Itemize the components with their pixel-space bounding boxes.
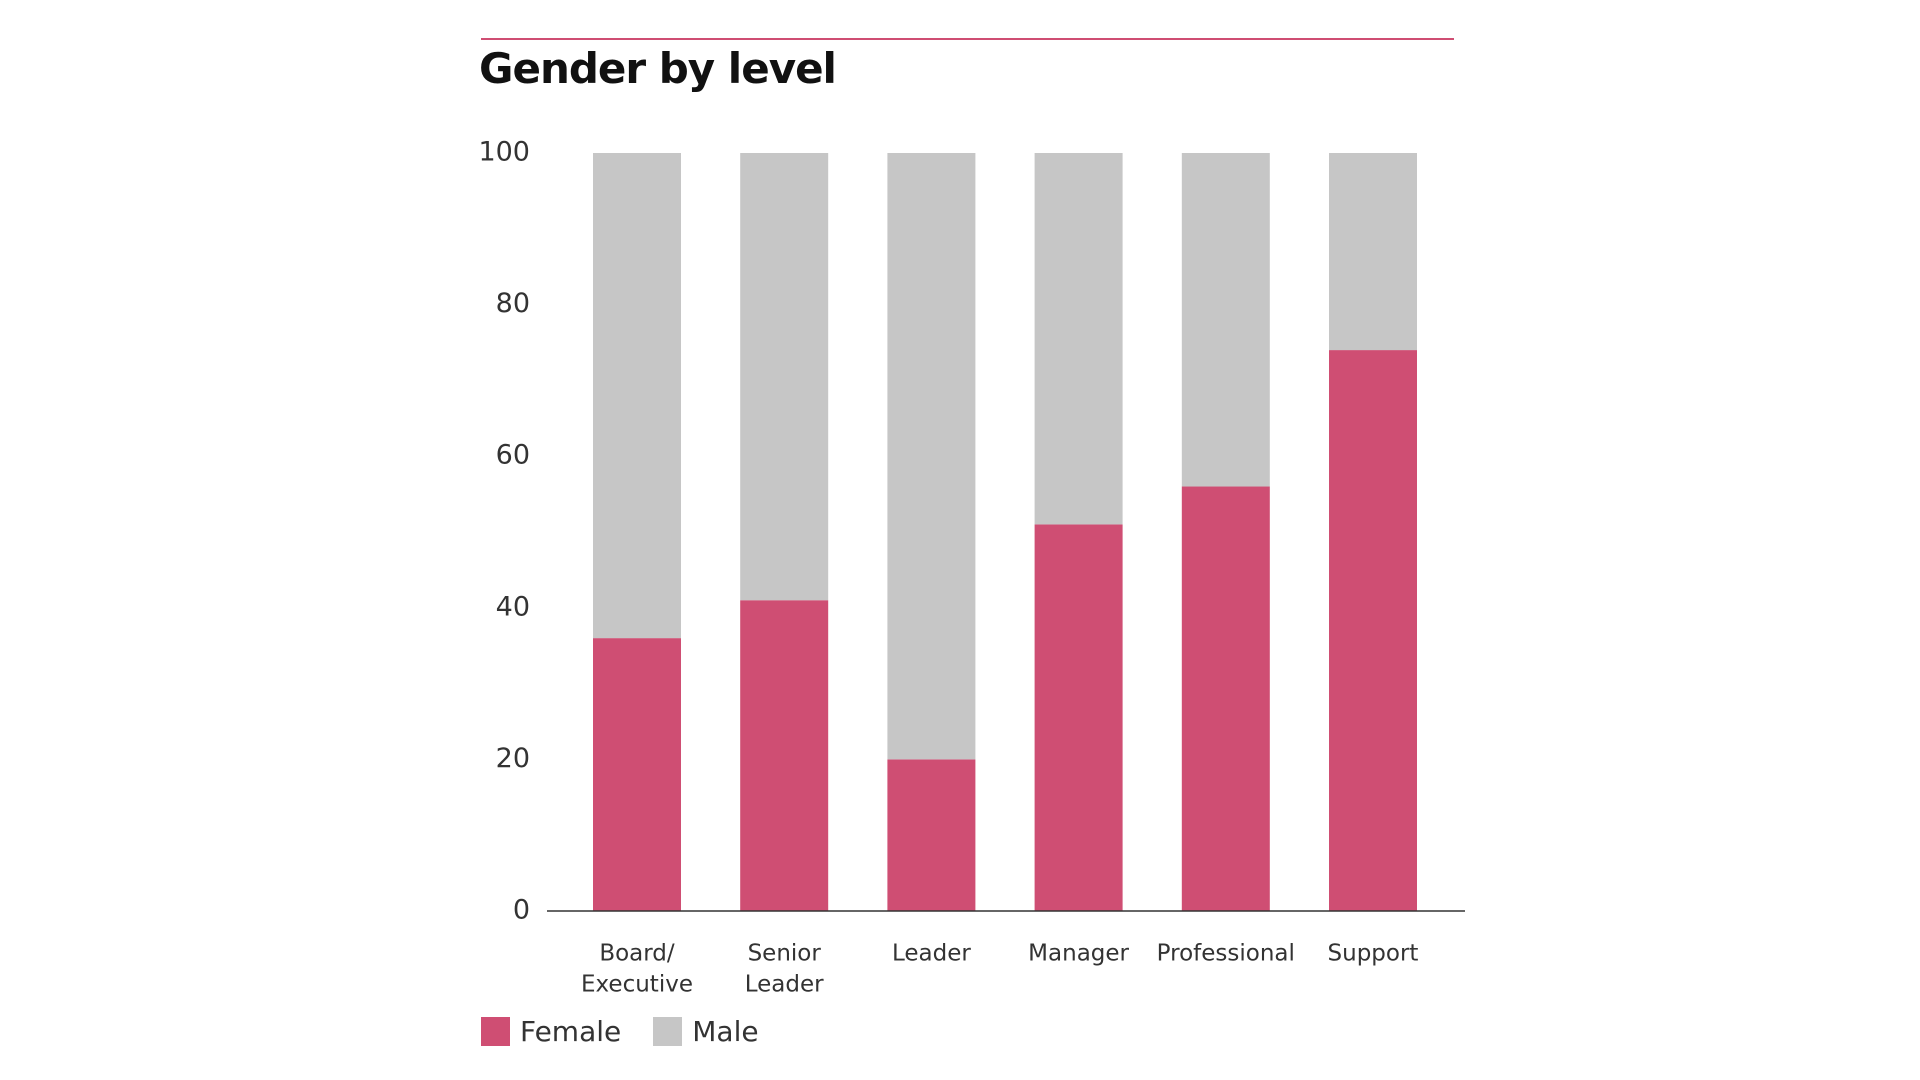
legend-label-female: Female [520,1015,622,1048]
bar-male-5 [1329,153,1417,351]
x-tick-label-4-0: Professional [1157,941,1295,967]
legend: Female Male [481,1015,791,1048]
chart-title: Gender by level [479,44,837,93]
bar-male-2 [887,153,976,760]
stacked-bar-chart: 0 20 40 60 80 100 Board/Executive Senior Leader L… [478,137,1465,998]
bar-female-5 [1329,350,1417,912]
legend-label-male: Male [692,1015,759,1048]
legend-swatch-female [481,1017,510,1046]
legend-item-female: Female [481,1015,621,1048]
bar-female-2 [887,759,976,911]
y-tick-label-0: 0 [513,895,530,926]
x-tick-label-0-0: Board/ [599,941,675,967]
legend-item-male: Male [653,1015,759,1048]
x-tick-label-0-1: Executive [581,972,693,998]
x-tick-label-5-0: Support [1328,941,1419,967]
legend-swatch-male [653,1017,683,1046]
bar-male-0 [593,153,681,639]
y-tick-label-40: 40 [496,591,530,622]
x-tick-label-2-0: Leader [892,941,971,967]
y-tick-label-100: 100 [478,137,530,168]
bar-male-3 [1034,153,1123,525]
bar-female-4 [1181,486,1270,911]
bar-female-1 [740,600,829,911]
bar-male-4 [1181,153,1270,487]
y-tick-label-80: 80 [496,288,530,319]
x-tick-label-3-0: Manager [1028,941,1129,967]
y-tick-label-20: 20 [496,743,530,774]
bar-female-3 [1034,524,1123,911]
x-tick-label-1-0: Senior [748,941,822,967]
y-tick-label-60: 60 [496,440,530,471]
bar-male-1 [740,153,829,601]
title-rule [481,38,1454,40]
bar-female-0 [593,638,681,911]
x-tick-label-1-1: Leader [745,972,824,998]
